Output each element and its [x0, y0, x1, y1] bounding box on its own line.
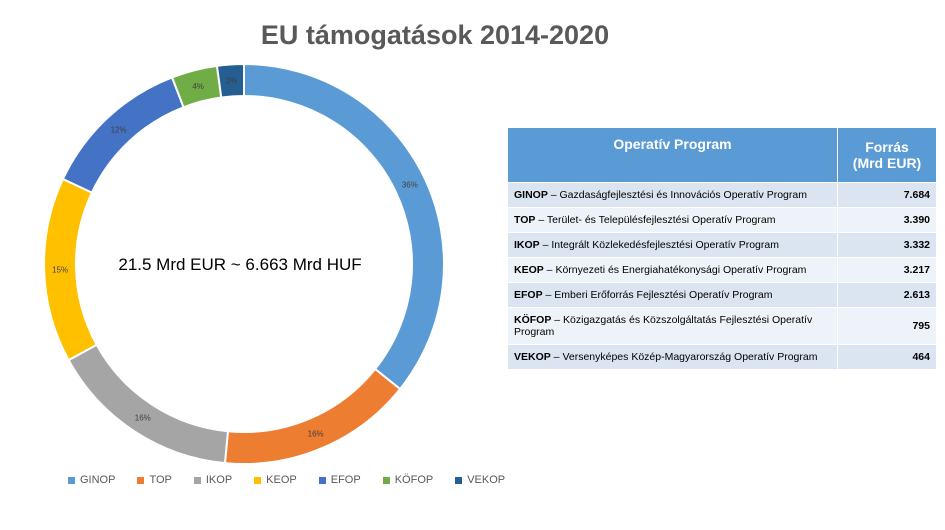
donut-slice-efop: [61, 76, 185, 194]
slice-label: 36%: [402, 180, 418, 189]
legend-swatch: [137, 476, 145, 484]
program-code: TOP: [514, 214, 536, 226]
program-description: – Környezeti és Energiahatékonysági Oper…: [543, 264, 807, 276]
slice-label: 16%: [308, 429, 324, 438]
slice-label: 16%: [135, 414, 151, 423]
program-value: 3.332: [837, 232, 937, 258]
chart-legend: GINOP TOP IKOP KEOP EFOP KÖFOP VEKOP: [68, 474, 527, 486]
program-description: – Versenyképes Közép-Magyarország Operat…: [550, 351, 818, 363]
legend-label: TOP: [149, 474, 172, 486]
table-row: TOP – Terület- és Településfejlesztési O…: [507, 207, 937, 233]
program-code: KÖFOP: [514, 314, 552, 326]
slice-label: 12%: [111, 125, 127, 134]
table-row: IKOP – Integrált Közlekedésfejlesztési O…: [507, 232, 937, 258]
legend-label: KEOP: [266, 474, 297, 486]
legend-item: KÖFOP: [382, 474, 434, 486]
table-row: EFOP – Emberi Erőforrás Fejlesztési Oper…: [507, 282, 937, 308]
table-row: KEOP – Környezeti és Energiahatékonysági…: [507, 257, 937, 283]
program-code: VEKOP: [514, 351, 551, 363]
slice-label: 15%: [52, 266, 68, 275]
program-code: KEOP: [514, 264, 544, 276]
program-cell: VEKOP – Versenyképes Közép-Magyarország …: [507, 344, 838, 370]
donut-center-label: 21.5 Mrd EUR ~ 6.663 Mrd HUF: [118, 255, 362, 274]
program-value: 3.217: [837, 257, 937, 283]
legend-item: VEKOP: [455, 474, 505, 486]
header-program: Operatív Program: [507, 127, 838, 183]
program-code: IKOP: [514, 239, 540, 251]
table-row: KÖFOP – Közigazgatás és Közszolgáltatás …: [507, 307, 937, 345]
legend-label: IKOP: [205, 474, 233, 486]
program-value: 3.390: [837, 207, 937, 233]
slice-label: 4%: [192, 82, 204, 91]
table-row: GINOP – Gazdaságfejlesztési és Innováció…: [507, 182, 937, 208]
legend-label: EFOP: [330, 474, 361, 486]
header-source-line1: Forrás: [865, 139, 909, 155]
legend-item: IKOP: [193, 474, 233, 486]
program-table: Operatív Program Forrás (Mrd EUR) GINOP …: [507, 127, 937, 370]
legend-swatch: [318, 476, 326, 484]
program-code: GINOP: [514, 189, 548, 201]
legend-item: TOP: [137, 474, 172, 486]
slice-label: 2%: [226, 76, 238, 85]
program-value: 795: [837, 307, 937, 345]
program-value: 7.684: [837, 182, 937, 208]
legend-swatch: [68, 476, 75, 484]
program-cell: EFOP – Emberi Erőforrás Fejlesztési Oper…: [507, 282, 838, 308]
donut-slice-vekop: [215, 62, 245, 99]
chart-title: EU támogatások 2014-2020: [260, 20, 610, 50]
program-value: 2.613: [837, 282, 937, 308]
header-source: Forrás (Mrd EUR): [837, 127, 937, 183]
legend-label: VEKOP: [467, 474, 506, 486]
donut-chart: 36% 16% 16% 15% 12% 4% 2%: [43, 62, 445, 465]
program-cell: TOP – Terület- és Településfejlesztési O…: [507, 207, 838, 233]
legend-item: EFOP: [318, 474, 361, 486]
program-cell: KEOP – Környezeti és Energiahatékonysági…: [507, 257, 838, 283]
program-description: – Emberi Erőforrás Fejlesztési Operatív …: [542, 289, 773, 301]
legend-label: GINOP: [80, 474, 116, 486]
program-description: – Gazdaságfejlesztési és Innovációs Oper…: [547, 189, 807, 201]
program-cell: KÖFOP – Közigazgatás és Közszolgáltatás …: [507, 307, 838, 345]
legend-item: GINOP: [68, 474, 115, 486]
legend-label: KÖFOP: [394, 474, 434, 486]
header-source-line2: (Mrd EUR): [852, 155, 922, 171]
donut-slice-ikop: [67, 343, 230, 465]
program-description: – Közigazgatás és Közszolgáltatás Fejles…: [514, 314, 813, 338]
legend-swatch: [254, 476, 262, 484]
program-description: – Terület- és Településfejlesztési Opera…: [535, 214, 776, 226]
donut-slice-top: [223, 367, 402, 465]
program-description: – Integrált Közlekedésfejlesztési Operat…: [539, 239, 779, 251]
legend-item: KEOP: [254, 474, 297, 486]
legend-swatch: [193, 476, 201, 484]
program-cell: IKOP – Integrált Közlekedésfejlesztési O…: [507, 232, 838, 258]
legend-swatch: [382, 476, 390, 484]
program-cell: GINOP – Gazdaságfejlesztési és Innováció…: [507, 182, 838, 208]
donut-slice-ginop: [243, 62, 445, 391]
table-row: VEKOP – Versenyképes Közép-Magyarország …: [507, 344, 937, 370]
legend-swatch: [455, 476, 463, 484]
program-value: 464: [837, 344, 937, 370]
program-code: EFOP: [514, 289, 543, 301]
